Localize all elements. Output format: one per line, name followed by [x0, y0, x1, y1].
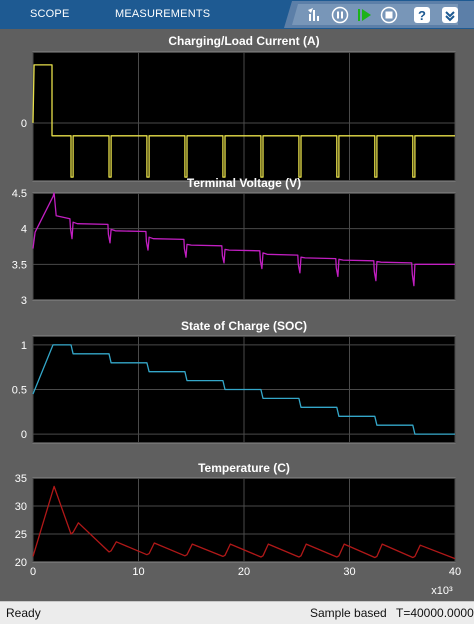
y-tick-label: 35: [15, 473, 27, 485]
y-tick-label: 3: [21, 295, 27, 307]
y-tick-label: 30: [15, 501, 27, 513]
y-tick-label: 4: [21, 224, 27, 236]
plot-soc: State of Charge (SOC) 0 0.5 1: [12, 319, 456, 444]
x-tick-label: 30: [343, 566, 355, 578]
x-tick-label: 40: [449, 566, 461, 578]
status-time: T=40000.0000: [396, 606, 474, 620]
tab-scope[interactable]: SCOPE: [30, 8, 70, 20]
scope-plots: Charging/Load Current (A) 0 Terminal Volta…: [12, 34, 461, 597]
svg-text:?: ?: [418, 8, 426, 23]
y-tick-label: 4.5: [12, 188, 27, 200]
y-tick-label: 1: [21, 340, 27, 352]
x-axis-multiplier: x10³: [431, 585, 453, 597]
x-tick-label: 10: [132, 566, 144, 578]
plot-title-temperature: Temperature (C): [198, 461, 290, 475]
status-ready: Ready: [6, 606, 41, 620]
series-line-temperature: [32, 485, 456, 560]
plot-title-voltage: Terminal Voltage (V): [187, 176, 301, 190]
x-tick-label: 0: [30, 566, 36, 578]
expand-icon[interactable]: [440, 5, 460, 25]
signal-select-icon[interactable]: [304, 5, 324, 25]
y-tick-label: 0: [21, 118, 27, 130]
y-tick-label: 20: [15, 557, 27, 569]
x-tick-label: 20: [238, 566, 250, 578]
status-bar: Ready Sample based T=40000.0000: [0, 601, 474, 624]
plot-current: Charging/Load Current (A) 0: [21, 34, 456, 182]
status-sample-mode: Sample based: [310, 606, 387, 620]
stop-icon[interactable]: [379, 5, 399, 25]
y-tick-label: 25: [15, 529, 27, 541]
series-line-soc: [32, 344, 455, 435]
toolbar: SCOPE MEASUREMENTS ?: [0, 0, 474, 29]
pause-icon[interactable]: [330, 5, 350, 25]
plot-title-current: Charging/Load Current (A): [168, 34, 319, 48]
y-tick-label: 0.5: [12, 385, 27, 397]
plot-temperature: Temperature (C) 20 25 30 35 0 10 20 30 40 x10³: [15, 461, 461, 597]
help-icon[interactable]: ?: [412, 5, 432, 25]
plot-voltage: Terminal Voltage (V) 3 3.5 4 4.5: [12, 176, 456, 307]
series-line-current: [32, 64, 455, 178]
y-tick-label: 3.5: [12, 259, 27, 271]
y-tick-label: 0: [21, 429, 27, 441]
plot-title-soc: State of Charge (SOC): [181, 319, 307, 333]
tab-measurements[interactable]: MEASUREMENTS: [115, 8, 211, 20]
series-line-voltage: [32, 192, 455, 287]
toolbar-controls: ?: [284, 0, 474, 29]
run-icon[interactable]: [354, 5, 374, 25]
